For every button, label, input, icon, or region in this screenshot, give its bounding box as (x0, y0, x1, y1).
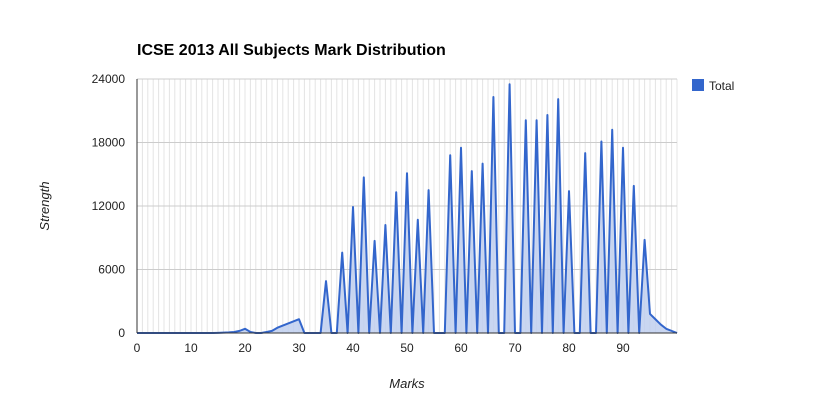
x-tick-label: 80 (562, 341, 576, 355)
y-tick-label: 6000 (98, 263, 125, 277)
legend-swatch-total (692, 79, 704, 91)
x-tick-labels: 0 10 20 30 40 50 60 70 80 90 (134, 341, 630, 355)
x-tick-label: 40 (346, 341, 360, 355)
y-axis-title: Strength (37, 181, 52, 230)
y-tick-label: 12000 (92, 199, 126, 213)
series-area-total (137, 84, 677, 333)
x-axis-title: Marks (389, 376, 425, 391)
x-tick-label: 70 (508, 341, 522, 355)
x-tick-label: 10 (184, 341, 198, 355)
legend-label-total: Total (709, 79, 734, 93)
x-tick-label: 90 (616, 341, 630, 355)
x-tick-label: 50 (400, 341, 414, 355)
y-tick-label: 24000 (92, 72, 126, 86)
x-tick-label: 0 (134, 341, 141, 355)
y-tick-label: 18000 (92, 136, 126, 150)
chart-title: ICSE 2013 All Subjects Mark Distribution (137, 42, 446, 59)
series-layer (137, 83, 678, 334)
y-tick-labels: 0 6000 12000 18000 24000 (92, 72, 126, 340)
y-tick-label: 0 (118, 326, 125, 340)
x-tick-label: 20 (238, 341, 252, 355)
legend: Total (692, 79, 734, 93)
x-tick-label: 60 (454, 341, 468, 355)
series-line-total (137, 83, 678, 334)
x-tick-label: 30 (292, 341, 306, 355)
axes (136, 79, 677, 334)
